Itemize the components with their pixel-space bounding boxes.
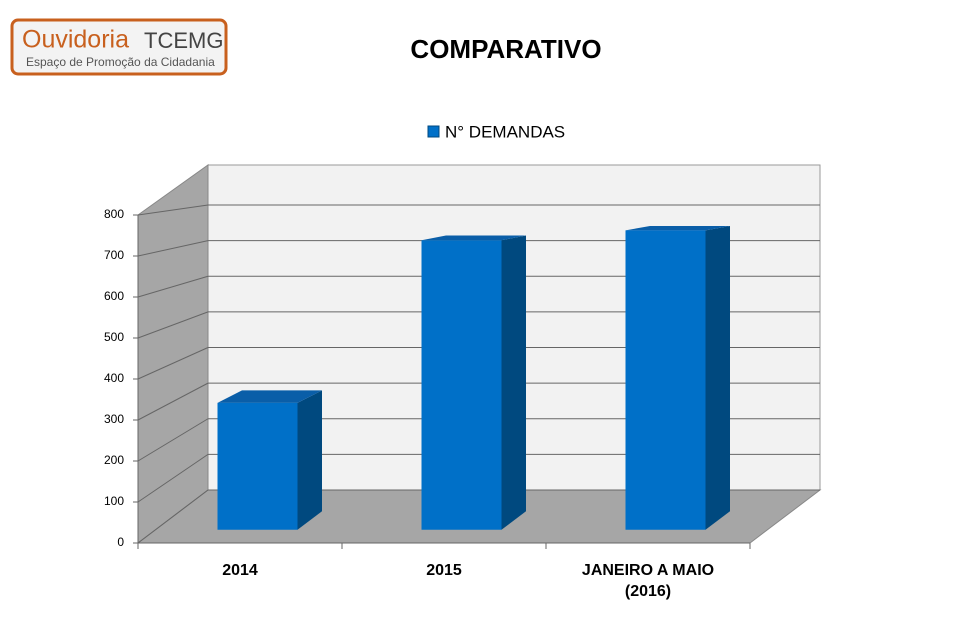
grid-line (137, 347, 209, 380)
bar (421, 240, 502, 530)
grid-line (137, 418, 209, 462)
logo-name: Ouvidoria (22, 26, 129, 54)
logo: Ouvidoria TCEMG Espaço de Promoção da Ci… (10, 18, 228, 76)
grid-line (137, 311, 209, 339)
y-tick-label: 600 (104, 289, 124, 303)
legend-swatch (427, 125, 440, 138)
x-tick-label: 2015 (426, 562, 462, 579)
bar (625, 230, 706, 530)
legend-label: N° DEMANDAS (445, 122, 565, 141)
logo-frame (10, 18, 228, 76)
bar-side (705, 225, 730, 530)
y-tick-label: 500 (104, 330, 124, 344)
logo-org: TCEMG (144, 28, 223, 53)
y-tick-label: 200 (104, 453, 124, 467)
grid-line (137, 453, 209, 503)
bar (217, 402, 298, 530)
grid-line (137, 382, 209, 421)
y-tick-label: 800 (104, 207, 124, 221)
grid-line (137, 240, 209, 257)
logo-tagline: Espaço de Promoção da Cidadania (26, 55, 215, 69)
y-tick-label: 100 (104, 494, 124, 508)
x-tick-label: 2014 (222, 562, 258, 579)
bar-top (217, 390, 322, 403)
grid-line (137, 275, 209, 298)
y-tick-label: 400 (104, 371, 124, 385)
bar-side (501, 235, 526, 530)
bar-top (421, 235, 526, 241)
grid-line (137, 489, 209, 544)
side-wall (137, 164, 209, 545)
chart-title: COMPARATIVO (410, 34, 601, 64)
y-tick-label: 0 (117, 535, 124, 549)
x-tick-label: JANEIRO A MAIO (2016) (581, 562, 715, 600)
bar-top (625, 225, 730, 231)
y-tick-label: 700 (104, 248, 124, 262)
y-tick-label: 300 (104, 412, 124, 426)
grid-line (137, 204, 209, 216)
bar-side (297, 390, 322, 530)
